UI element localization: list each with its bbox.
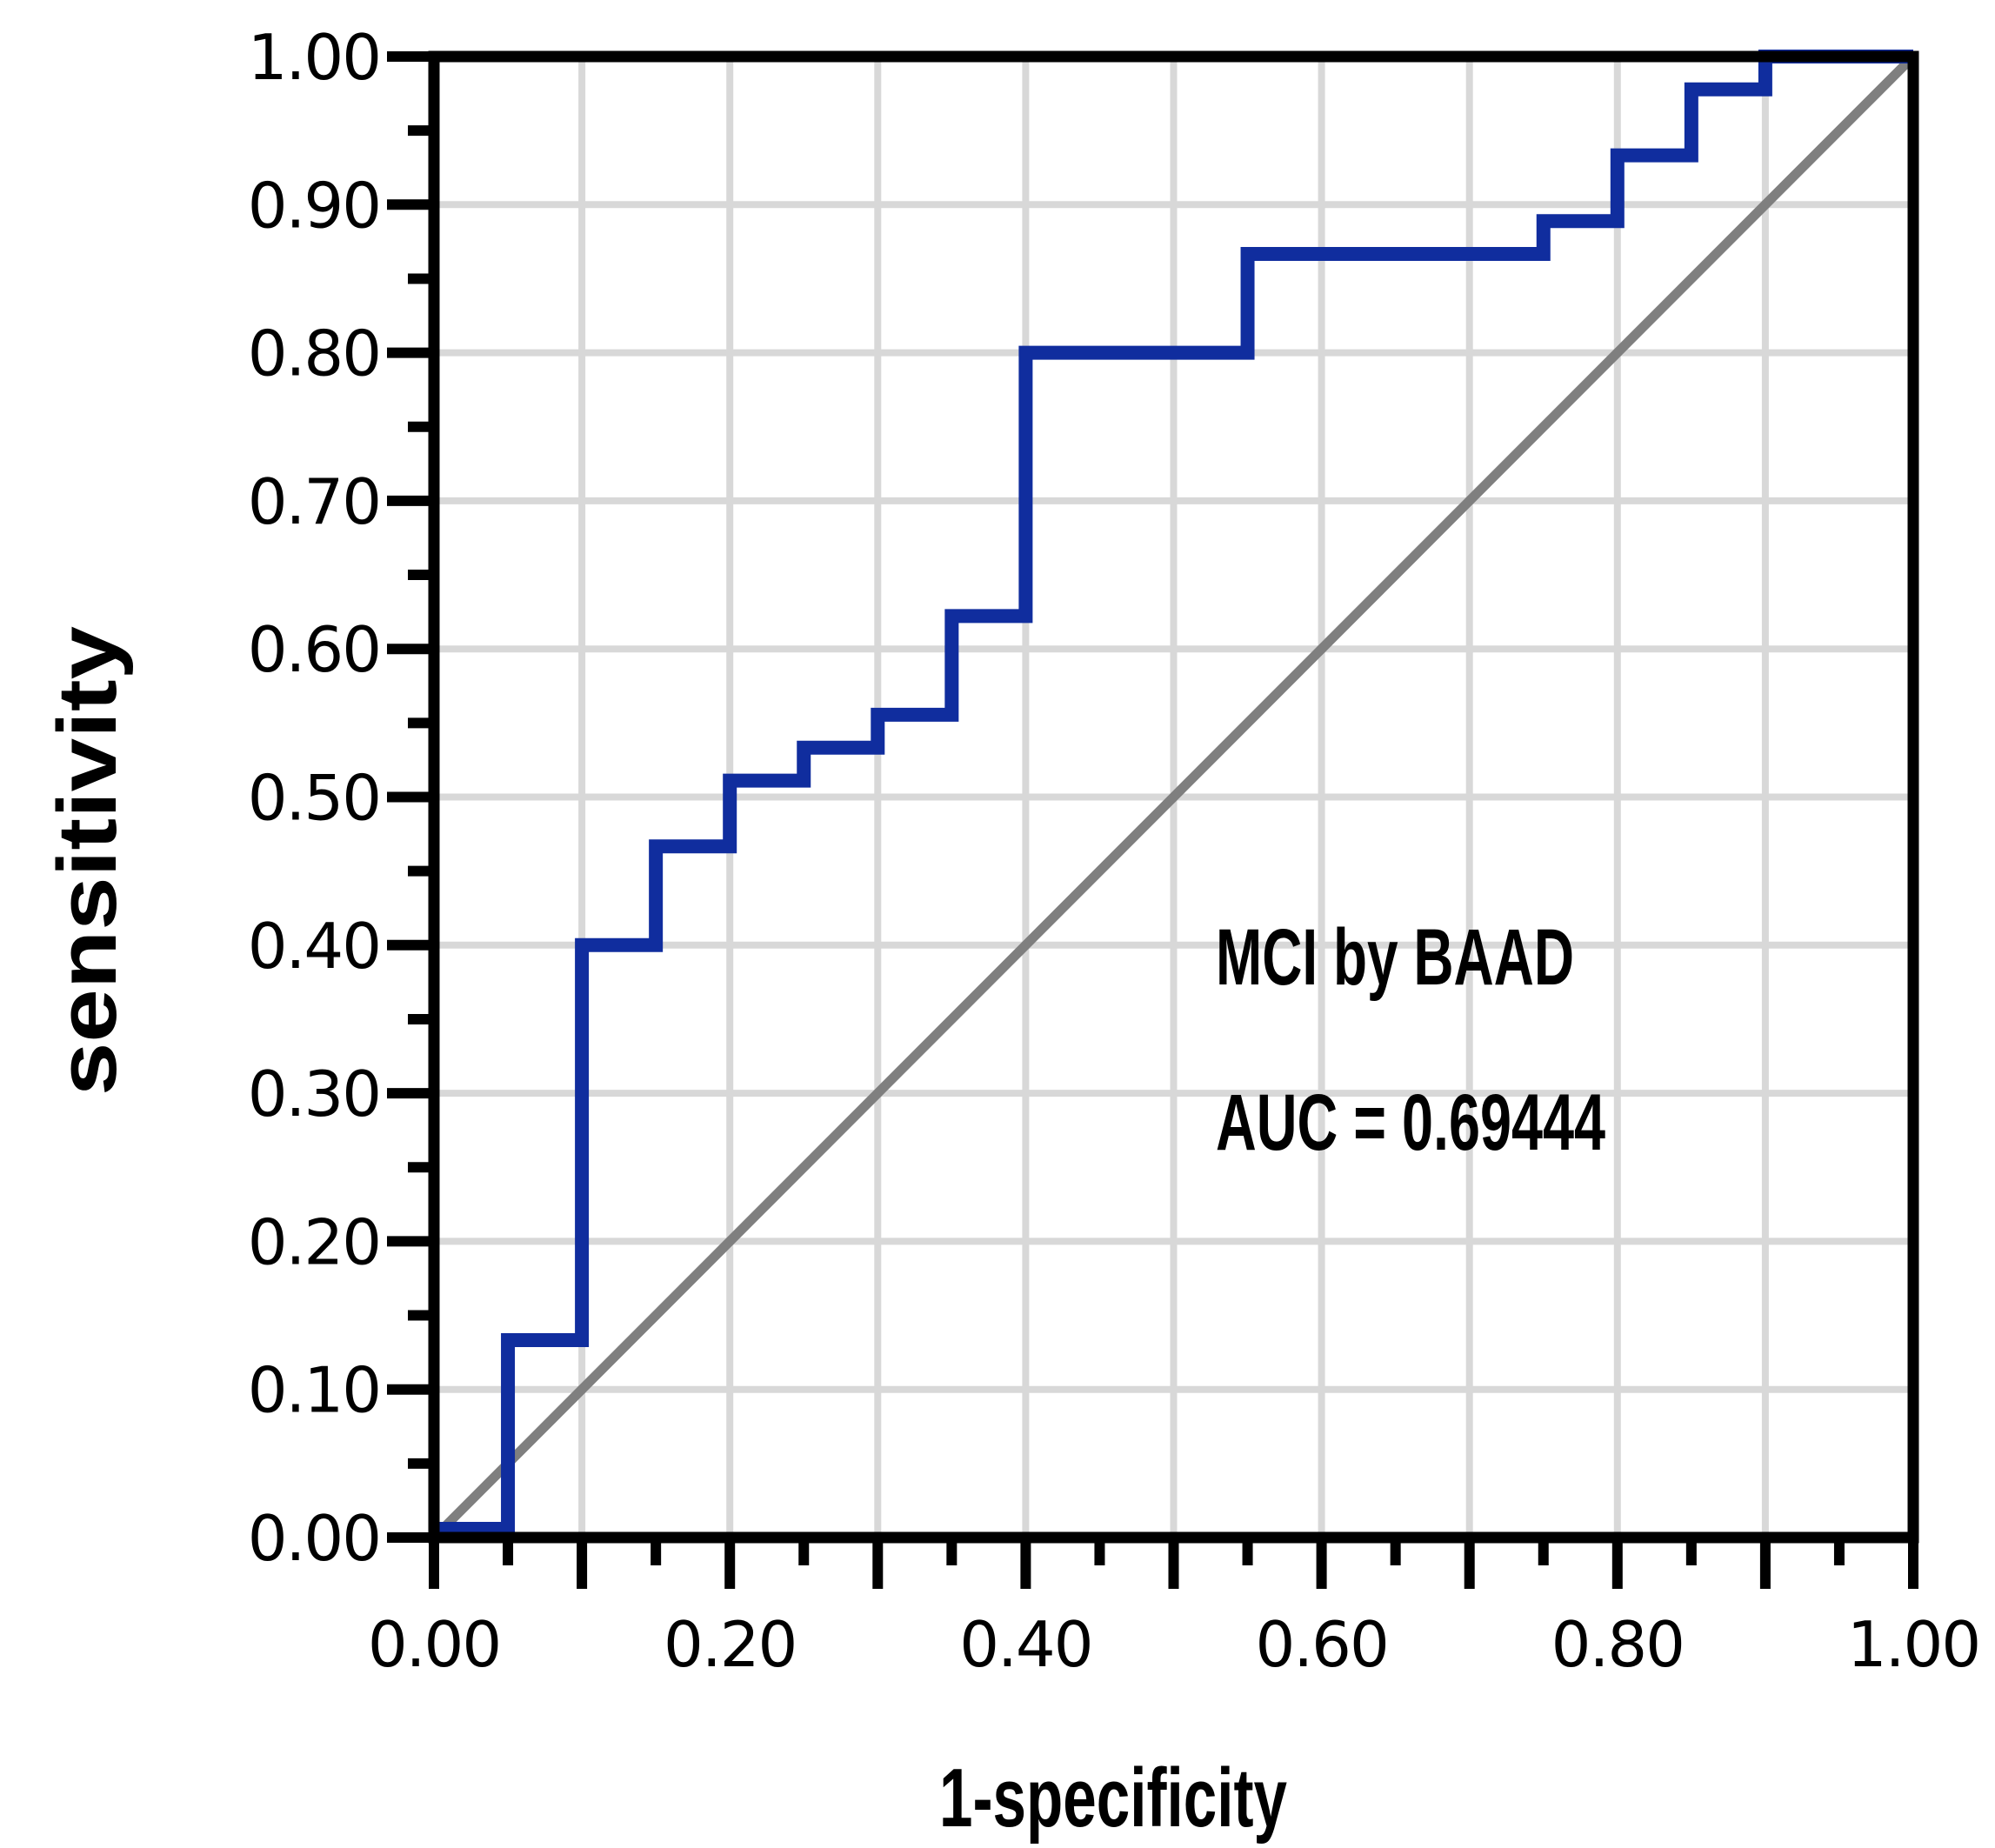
x-tick-label: 1.00 [1847,1608,1979,1681]
y-tick-label: 0.20 [248,1205,380,1278]
chance-diagonal-line [430,53,1917,1541]
x-tick-label: 0.60 [1255,1608,1387,1681]
annotation-auc-label: AUC = 0.69444 [1216,1078,1605,1167]
x-axis-title: 1-specificity [939,1751,1287,1845]
x-tick-label: 0.20 [664,1608,796,1681]
x-tick-labels: 0.00 0.20 0.40 0.60 0.80 1.00 [368,1608,1981,1681]
y-tick-label: 0.80 [248,317,380,390]
gridlines [434,57,1913,1538]
y-tick-label: 1.00 [248,21,380,94]
axis-ticks [387,51,1918,1589]
y-tick-label: 0.00 [248,1502,380,1575]
y-tick-label: 0.10 [248,1354,380,1427]
y-tick-label: 0.40 [248,910,380,983]
x-tick-label: 0.80 [1551,1608,1684,1681]
annotation-model-label: MCI by BAAD [1216,913,1574,1002]
plot-border [428,50,1919,1544]
x-tick-label: 0.40 [959,1608,1091,1681]
x-tick-label: 0.00 [368,1608,500,1681]
y-tick-label: 0.70 [248,465,380,538]
y-tick-label: 0.50 [248,762,380,835]
roc-curve [434,50,1913,1536]
y-tick-label: 0.90 [248,169,380,242]
y-tick-labels: 0.00 0.10 0.20 0.30 0.40 0.50 0.60 0.70 0.80 0.90… [248,21,382,1575]
y-axis-title: sensitivity [41,626,134,1096]
y-tick-label: 0.60 [248,613,380,686]
y-tick-label: 0.30 [248,1057,380,1131]
